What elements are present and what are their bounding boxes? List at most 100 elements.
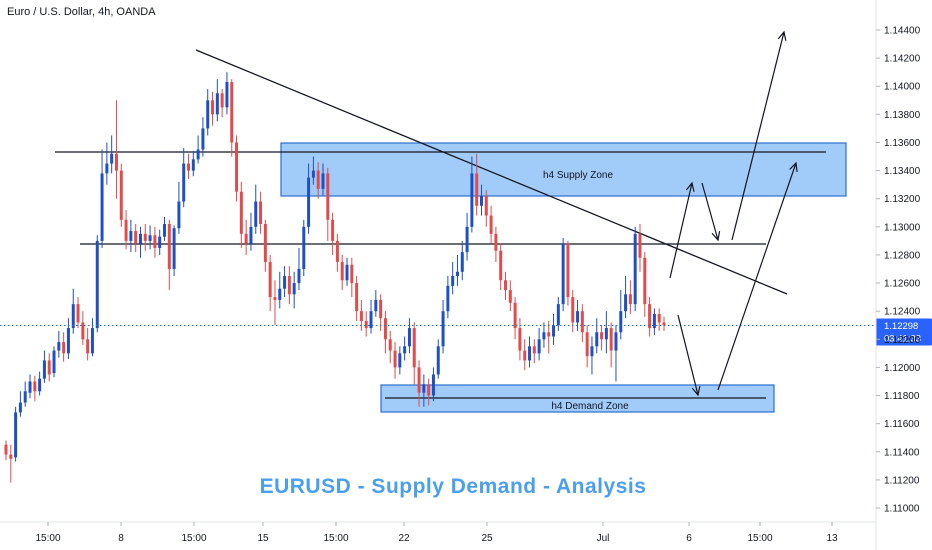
candle-bullish[interactable] [542,322,546,348]
candle-bearish[interactable] [167,219,171,291]
candle-bullish[interactable] [163,216,166,241]
candle-bearish[interactable] [119,163,123,227]
candle-bearish[interactable] [114,100,118,199]
candle-bullish[interactable] [292,271,296,309]
candle-bullish[interactable] [652,308,656,336]
candle-bullish[interactable] [470,156,474,233]
candle-bullish[interactable] [66,318,70,359]
candle-bullish[interactable] [590,336,594,375]
candle-bearish[interactable] [504,271,507,300]
candle-bearish[interactable] [427,378,431,406]
candle-bearish[interactable] [81,311,85,345]
candle-bullish[interactable] [138,226,142,258]
descending-trendline[interactable] [195,49,788,295]
candle-bullish[interactable] [158,229,162,255]
candle-bullish[interactable] [100,149,104,248]
candle-bullish[interactable] [604,311,608,354]
candle-bullish[interactable] [455,254,459,286]
candle-bearish[interactable] [316,162,320,199]
candle-bearish[interactable] [326,167,330,241]
candle-bearish[interactable] [86,328,90,361]
candle-bullish[interactable] [215,79,219,122]
candle-bearish[interactable] [153,226,157,258]
candle-bearish[interactable] [580,304,584,343]
candle-bearish[interactable] [628,280,632,314]
candle-bullish[interactable] [311,156,315,185]
candle-bullish[interactable] [177,181,181,234]
candle-bearish[interactable] [508,280,512,312]
candle-bearish[interactable] [230,79,234,157]
candle-bearish[interactable] [600,325,604,351]
candle-bearish[interactable] [273,280,277,326]
candle-bearish[interactable] [259,191,263,234]
candle-bullish[interactable] [595,318,599,354]
candle-bearish[interactable] [494,226,498,262]
candle-bearish[interactable] [566,240,570,306]
candle-bearish[interactable] [33,375,37,402]
projection-arrow-up-3[interactable] [717,162,797,391]
candle-bullish[interactable] [307,163,311,234]
candle-bullish[interactable] [14,406,18,462]
candle-bullish[interactable] [321,163,325,196]
candle-bearish[interactable] [220,89,224,118]
candle-bullish[interactable] [148,225,152,250]
candle-bullish[interactable] [422,374,426,407]
candle-bearish[interactable] [134,224,138,253]
candle-bearish[interactable] [239,181,243,248]
projection-arrow-pullback[interactable] [701,182,719,241]
candle-bearish[interactable] [268,254,272,312]
candle-bearish[interactable] [187,153,190,180]
candle-bullish[interactable] [52,346,56,378]
candle-bullish[interactable] [345,257,349,286]
candle-bearish[interactable] [379,294,383,331]
candle-bearish[interactable] [523,339,527,371]
candle-bearish[interactable] [359,299,363,331]
candle-bullish[interactable] [297,247,301,291]
candle-bullish[interactable] [556,297,560,331]
candle-bearish[interactable] [383,311,387,354]
candle-bullish[interactable] [302,219,306,277]
candle-bearish[interactable] [484,190,488,227]
projection-arrow-down[interactable] [677,314,699,396]
candle-bearish[interactable] [331,212,335,255]
candle-bullish[interactable] [576,299,580,331]
projection-arrow-up-2[interactable] [731,31,785,241]
candle-bearish[interactable] [47,353,51,382]
candle-bearish[interactable] [4,440,8,461]
candle-bullish[interactable] [552,313,556,345]
candle-bearish[interactable] [364,311,368,337]
candle-bullish[interactable] [283,266,287,298]
candle-bullish[interactable] [528,336,532,368]
candle-bullish[interactable] [38,371,42,396]
last-price-badge[interactable]: 1.12298 03:41:33 [876,318,932,346]
candle-bearish[interactable] [518,318,522,361]
candle-bullish[interactable] [57,330,61,358]
candle-bearish[interactable] [244,219,248,255]
candle-bullish[interactable] [206,89,210,136]
candle-bullish[interactable] [398,346,402,375]
candle-bearish[interactable] [211,91,215,126]
candle-bullish[interactable] [225,72,229,115]
candle-bearish[interactable] [76,297,80,329]
candle-bearish[interactable] [475,153,479,216]
candle-bearish[interactable] [643,252,647,317]
candle-bullish[interactable] [110,135,114,174]
candle-bearish[interactable] [62,332,66,362]
candle-bearish[interactable] [124,209,128,250]
candle-bearish[interactable] [648,297,652,337]
candle-bearish[interactable] [143,224,147,251]
candle-bearish[interactable] [513,297,517,340]
candle-bullish[interactable] [191,150,195,177]
candle-bearish[interactable] [235,135,239,202]
candle-bearish[interactable] [657,308,661,331]
candle-bullish[interactable] [441,299,445,354]
candle-bearish[interactable] [388,330,392,364]
candle-bearish[interactable] [412,322,416,385]
candle-bullish[interactable] [561,238,565,312]
candle-bearish[interactable] [355,276,359,322]
candle-bearish[interactable] [9,444,13,483]
candle-bullish[interactable] [129,219,133,253]
candle-bearish[interactable] [609,322,613,368]
